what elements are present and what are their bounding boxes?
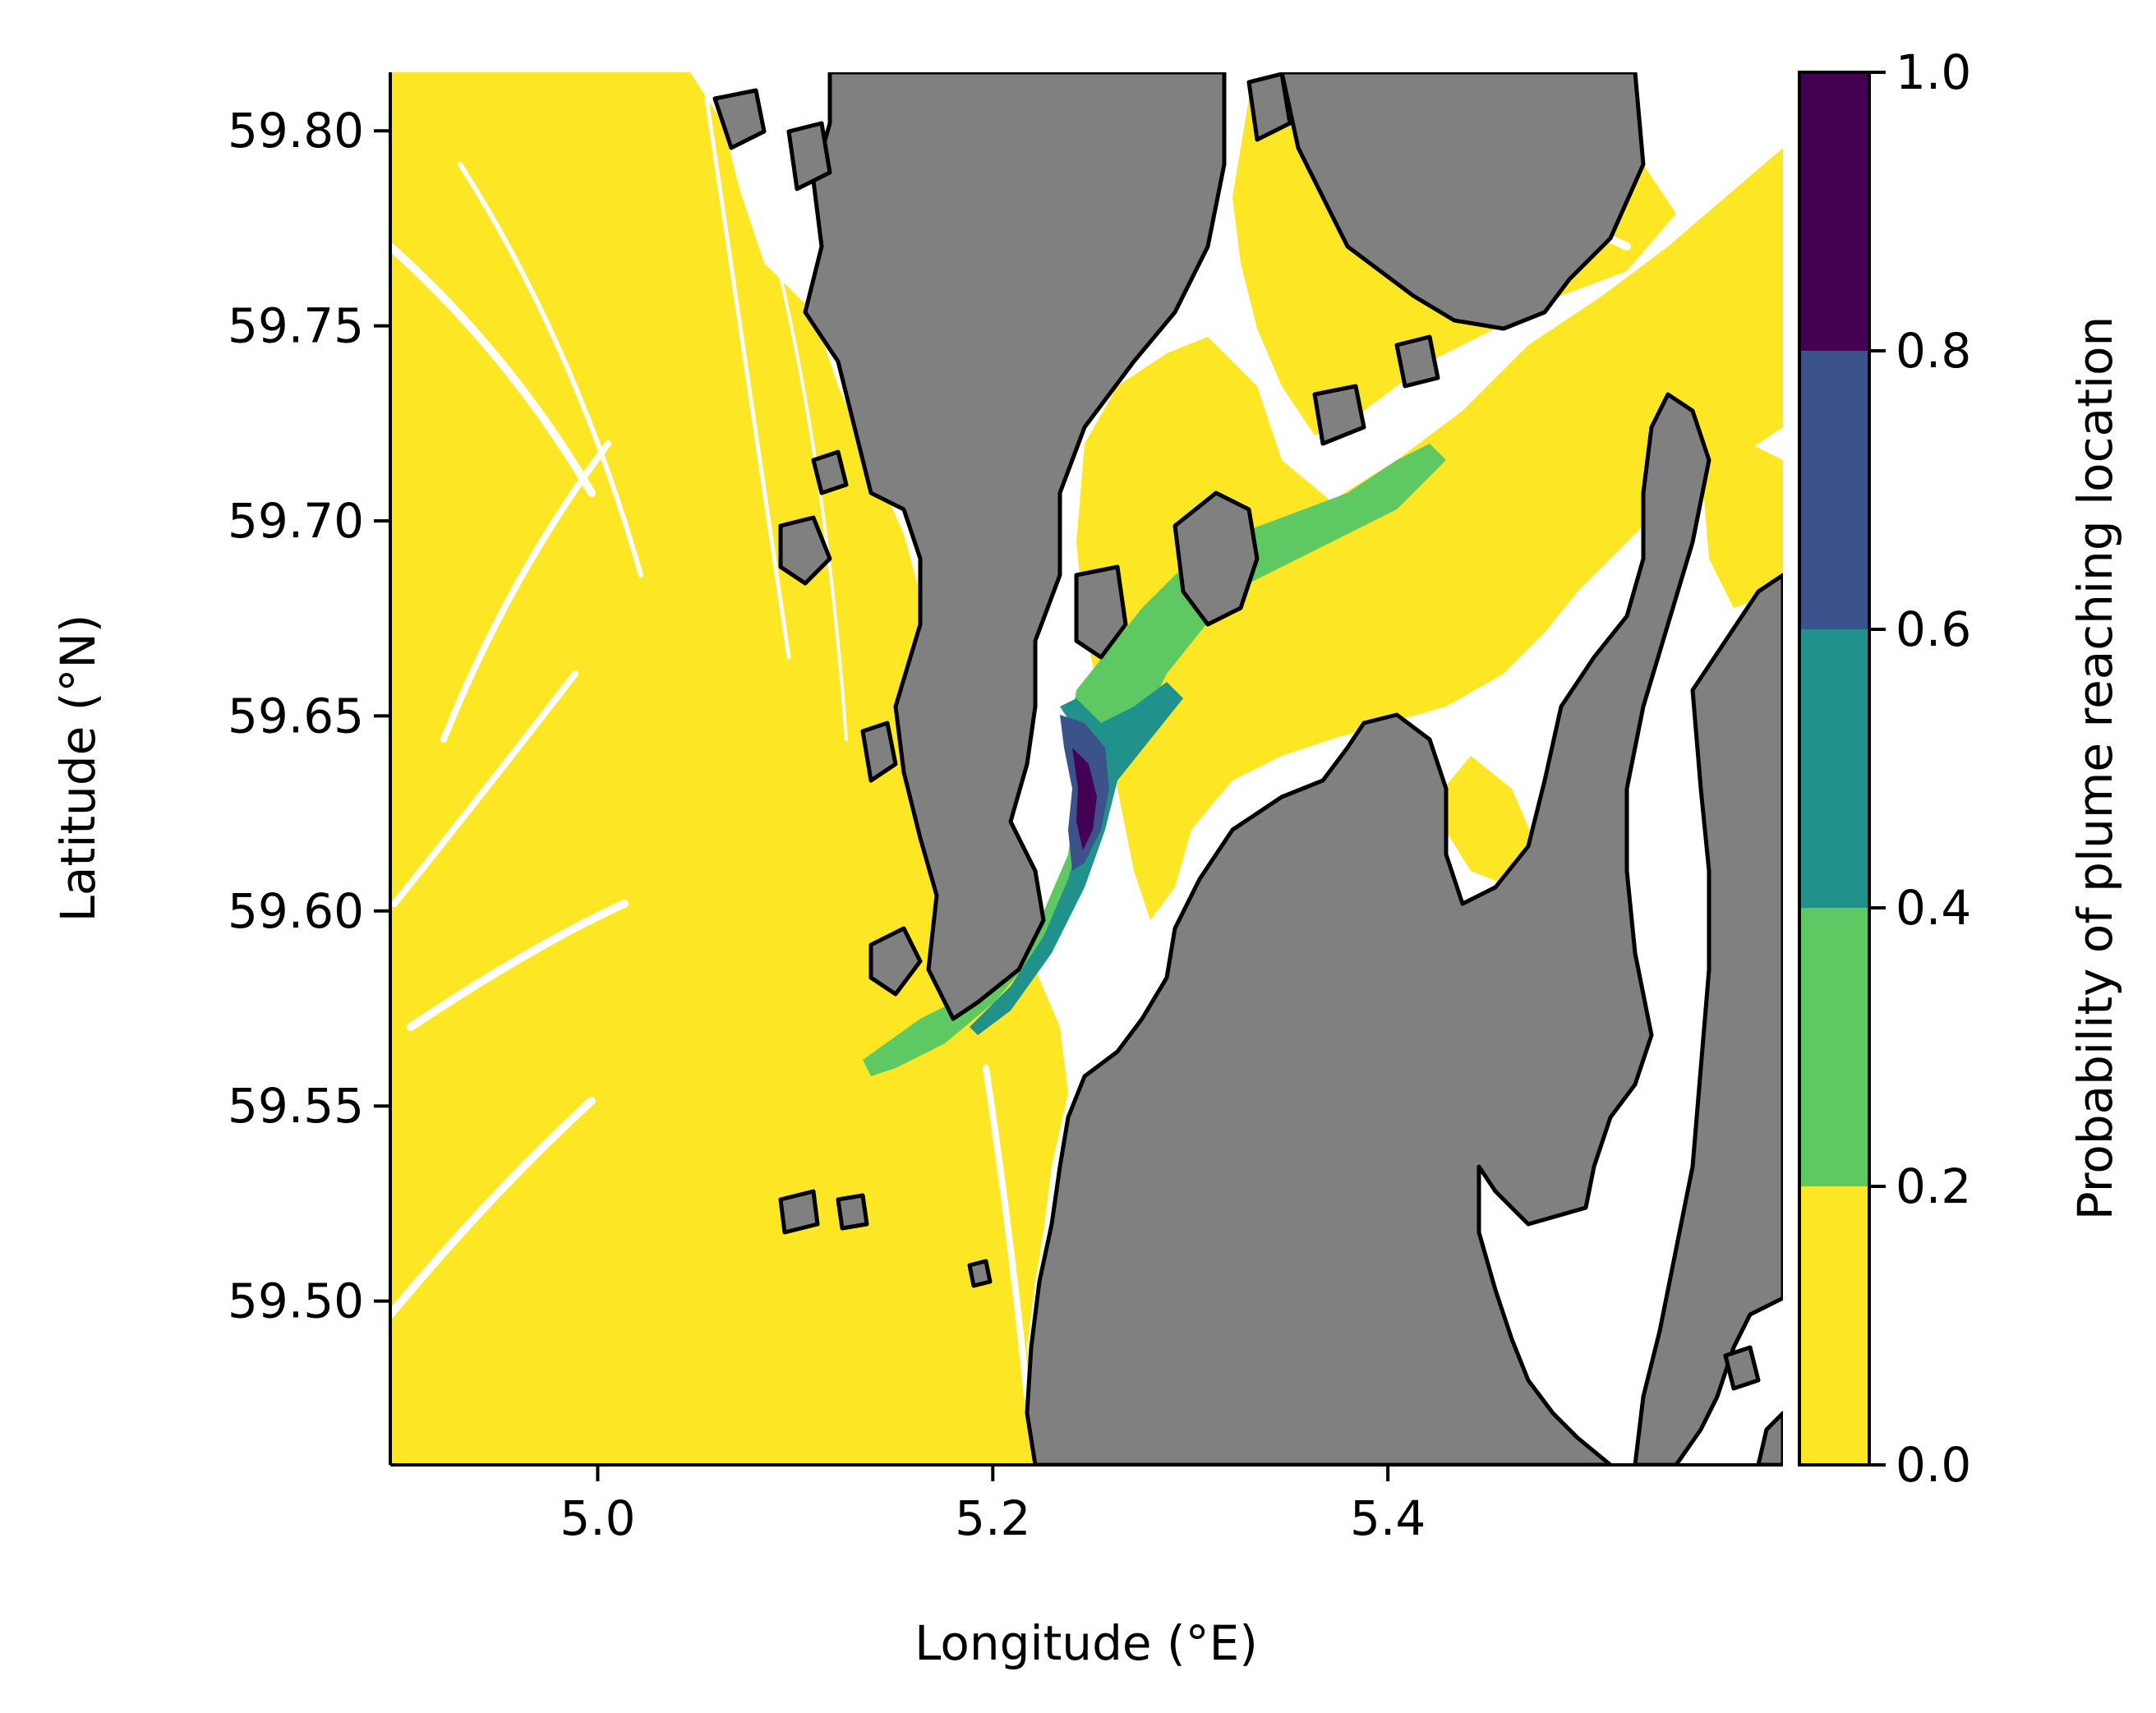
x-tick-label: 5.4 <box>1350 1490 1426 1546</box>
land-islet-sw-1 <box>868 926 923 997</box>
land-east-peninsula <box>1633 573 1783 1465</box>
y-axis-ticks: 59.50 59.55 59.60 59.65 59.70 59.75 59.80 <box>228 103 390 1329</box>
x-axis-title: Longitude (°E) <box>914 1615 1258 1671</box>
land-central-islet <box>1172 490 1260 627</box>
land-islet-s-1 <box>778 1189 820 1235</box>
land-small-islet <box>1074 564 1128 660</box>
y-tick-label: 59.75 <box>228 298 364 354</box>
land-islet-s-2 <box>836 1193 869 1231</box>
land-islet-nw-1 <box>712 88 767 150</box>
x-axis-ticks: 5.0 5.2 5.4 <box>560 1465 1426 1546</box>
y-tick-label: 59.60 <box>228 883 364 939</box>
land-islet-nw-2 <box>786 121 832 191</box>
y-tick-label: 59.70 <box>228 493 364 549</box>
x-tick-label: 5.2 <box>955 1490 1030 1546</box>
y-tick-label: 59.55 <box>228 1078 364 1134</box>
colorbar-band <box>1799 908 1869 1186</box>
colorbar-band <box>1799 351 1869 629</box>
colorbar-tick-label: 0.6 <box>1896 601 1971 657</box>
plume-probability-0.8-1.0-region <box>1072 748 1097 850</box>
map-plot-area <box>390 72 1783 1465</box>
land-southeast-mainland <box>1025 392 1711 1465</box>
land-islet-n-3 <box>1312 384 1366 446</box>
x-tick-label: 5.0 <box>560 1490 635 1546</box>
axes-spines <box>389 72 1783 1467</box>
y-tick-label: 59.65 <box>228 688 364 744</box>
land-masses <box>712 72 1783 1465</box>
land-north-central-island <box>1279 72 1646 331</box>
colorbar-tick-label: 0.0 <box>1896 1437 1971 1493</box>
land-islet-sw-2 <box>860 721 898 783</box>
land-islet-s-3 <box>967 1259 993 1288</box>
colorbar-frame <box>1798 71 1871 1467</box>
colorbar-tick-label: 1.0 <box>1896 44 1971 100</box>
colorbar-band <box>1799 72 1869 351</box>
colorbar-title: Probability of plume reaching location <box>2067 316 2123 1220</box>
plume-probability-0.2-0.4-region <box>863 444 1446 1076</box>
colorbar-ticks: 0.0 0.2 0.4 0.6 0.8 1.0 <box>1869 44 1971 1493</box>
land-islet-n-2 <box>1394 334 1440 389</box>
y-tick-label: 59.80 <box>228 103 364 159</box>
colorbar-band <box>1799 1186 1869 1465</box>
land-islet-se <box>1723 1345 1761 1391</box>
land-islet-n-1 <box>1246 72 1292 142</box>
colorbar-tick-label: 0.4 <box>1896 880 1971 936</box>
colorbar-tick-label: 0.2 <box>1896 1158 1971 1214</box>
colorbar <box>1799 72 1869 1465</box>
land-islet-w-2 <box>811 449 849 495</box>
land-northwest-island <box>803 72 1227 1021</box>
y-tick-label: 59.50 <box>228 1273 364 1329</box>
land-far-east <box>1756 1411 1783 1465</box>
colorbar-band <box>1799 629 1869 908</box>
y-axis-title: Latitude (°N) <box>50 615 106 923</box>
colorbar-tick-label: 0.8 <box>1896 323 1971 379</box>
land-islet-w-1 <box>778 515 832 586</box>
